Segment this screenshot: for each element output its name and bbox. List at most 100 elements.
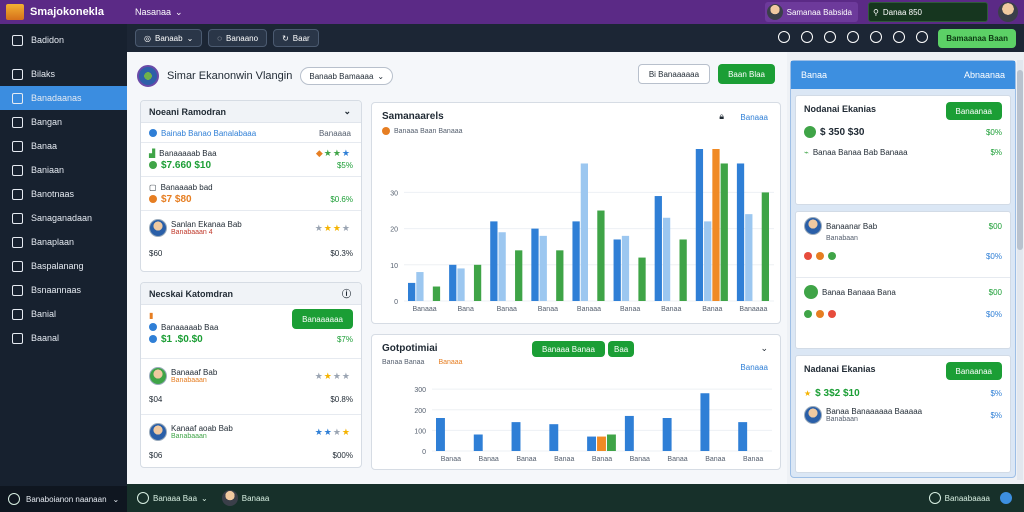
bar[interactable]: [621, 235, 630, 301]
bar[interactable]: [416, 272, 424, 301]
bar[interactable]: [738, 422, 748, 451]
sidebar-item-8[interactable]: Banaplaan: [0, 230, 127, 254]
right-panel-action[interactable]: Abnaanaa: [963, 70, 1005, 80]
sidebar-item-2[interactable]: Banadaanas: [0, 86, 127, 110]
bar[interactable]: [556, 250, 564, 301]
bar[interactable]: [654, 196, 662, 301]
list-item[interactable]: Bainab Banao Banalabaaa Banaaaa: [141, 123, 361, 143]
sidebar-item-9[interactable]: Baspalanang: [0, 254, 127, 278]
sidebar-item-1[interactable]: Bilaks: [0, 62, 127, 86]
bar[interactable]: [613, 239, 621, 301]
bar[interactable]: [745, 214, 753, 301]
filter-button-3[interactable]: ↻ Baar: [273, 29, 319, 47]
coin-icon: [804, 126, 816, 138]
bar[interactable]: [490, 221, 498, 301]
shuffle-icon[interactable]: [801, 31, 813, 43]
bar[interactable]: [761, 192, 769, 301]
bar[interactable]: [436, 418, 445, 451]
sidebar-item-10[interactable]: Bsnaannaas: [0, 278, 127, 302]
list-item[interactable]: ▟ Banaaaaab Baa ◆★★★ $7.660 $10 $5%: [141, 143, 361, 177]
bar[interactable]: [679, 239, 687, 301]
bar[interactable]: [606, 434, 616, 452]
bottom-right-item[interactable]: Banaabaaaa: [928, 492, 1012, 504]
right-panel-title[interactable]: Banaa: [801, 70, 828, 80]
list-item[interactable]: ▢ Banaaaab bad $7 $80 $0.6%: [141, 177, 361, 211]
filter-button-2[interactable]: ◌ Banaano: [208, 29, 268, 47]
bottom-left-item[interactable]: Banaaa Baa ⌄: [137, 492, 208, 504]
list-item[interactable]: Banaanar Bab $00 Banabaan $0%: [796, 212, 1010, 278]
card-network-button[interactable]: Banaaaaaa: [292, 309, 353, 329]
brand[interactable]: Smajokonekla: [0, 4, 127, 20]
list-item[interactable]: Kanaaf aoab Bab Banabaaan ★★★★ $06 $00%: [141, 415, 361, 467]
chart-2-button[interactable]: Banaaa Banaa: [532, 341, 605, 357]
sidebar-footer[interactable]: Banaboianon naanaan ⌄: [0, 486, 127, 512]
right-card-c-button[interactable]: Banaanaa: [945, 362, 1002, 380]
bar[interactable]: [720, 163, 728, 301]
search-input[interactable]: ⚲ Danaa 850: [868, 2, 988, 22]
bar[interactable]: [597, 436, 606, 451]
secondary-button[interactable]: Bi Banaaaaaa: [637, 64, 711, 84]
bar[interactable]: [473, 434, 483, 452]
profile-avatar[interactable]: [998, 2, 1018, 22]
bar[interactable]: [704, 221, 712, 301]
chart-2-button-2[interactable]: Baa: [608, 341, 635, 357]
chevron-down-icon[interactable]: ⌄: [343, 106, 351, 116]
bar[interactable]: [638, 257, 646, 301]
clock-icon[interactable]: [778, 31, 790, 43]
record-icon[interactable]: [870, 31, 882, 43]
bar[interactable]: [580, 163, 588, 301]
filter-button-1[interactable]: ◎ Banaab ⌄: [135, 29, 203, 47]
bar[interactable]: [531, 228, 539, 301]
bar[interactable]: [515, 250, 523, 301]
bar[interactable]: [408, 282, 416, 301]
list-item[interactable]: ▮ Banaaaaaa Banaaaaab Baa $1 .$0.$0 $7%: [141, 305, 361, 359]
save-icon[interactable]: [893, 31, 905, 43]
scrollbar-track[interactable]: [1017, 60, 1023, 480]
sidebar-item-4[interactable]: Banaa: [0, 134, 127, 158]
sidebar-item-0[interactable]: Badidon: [0, 28, 127, 52]
sidebar-item-11[interactable]: Banial: [0, 302, 127, 326]
bar[interactable]: [712, 149, 720, 301]
bar[interactable]: [587, 436, 597, 451]
bar[interactable]: [695, 149, 704, 301]
bar[interactable]: [736, 163, 745, 301]
right-card-a-button[interactable]: Banaanaa: [945, 102, 1002, 120]
sidebar-item-label: Banial: [31, 309, 57, 319]
bar[interactable]: [597, 210, 605, 301]
sidebar-item-5[interactable]: Baniaan: [0, 158, 127, 182]
chart-link[interactable]: Banaaa: [740, 113, 768, 122]
bar[interactable]: [539, 235, 547, 301]
info-icon[interactable]: ⓘ: [341, 289, 351, 299]
top-nav-menu[interactable]: Nasanaa ⌄: [135, 7, 183, 18]
bar[interactable]: [498, 232, 506, 301]
bar[interactable]: [572, 221, 580, 301]
bar[interactable]: [457, 268, 465, 301]
view-select[interactable]: Banaab Bamaaaa ⌄: [300, 67, 394, 85]
sidebar-item-3[interactable]: Bangan: [0, 110, 127, 134]
scrollbar-thumb[interactable]: [1017, 70, 1023, 250]
list-item[interactable]: Sanlan Ekanaa Bab Banabaaan 4 ★★★★ $60 $0.3…: [141, 211, 361, 271]
bar[interactable]: [432, 286, 441, 301]
bar[interactable]: [549, 424, 559, 451]
bar[interactable]: [624, 415, 634, 451]
primary-button[interactable]: Baan Blaa: [718, 64, 775, 84]
sidebar-item-12[interactable]: Baanal: [0, 326, 127, 350]
sidebar-item-6[interactable]: Banotnaas: [0, 182, 127, 206]
share-icon[interactable]: [824, 31, 836, 43]
bar[interactable]: [473, 264, 482, 301]
user-menu[interactable]: Samanaa Babsida: [764, 2, 858, 22]
bar[interactable]: [449, 264, 457, 301]
bar[interactable]: [662, 217, 671, 301]
bottom-mid-item[interactable]: Banaaa: [221, 490, 269, 506]
sidebar-item-7[interactable]: Sanaganadaan: [0, 206, 127, 230]
chart-link[interactable]: Banaaa: [740, 363, 768, 372]
list-item[interactable]: Banaa Banaaa Bana $00 $0%: [796, 278, 1010, 344]
primary-action-button[interactable]: Bamaanaa Baan: [938, 29, 1016, 48]
globe-icon[interactable]: [916, 31, 928, 43]
list-item[interactable]: Banaaaf Bab Banabaaan ★★★★ $04 $0.8%: [141, 359, 361, 415]
bar[interactable]: [511, 422, 521, 451]
bar[interactable]: [700, 393, 710, 451]
bar[interactable]: [662, 418, 672, 451]
chevron-down-icon[interactable]: ⌄: [760, 343, 768, 353]
target-icon[interactable]: [847, 31, 859, 43]
